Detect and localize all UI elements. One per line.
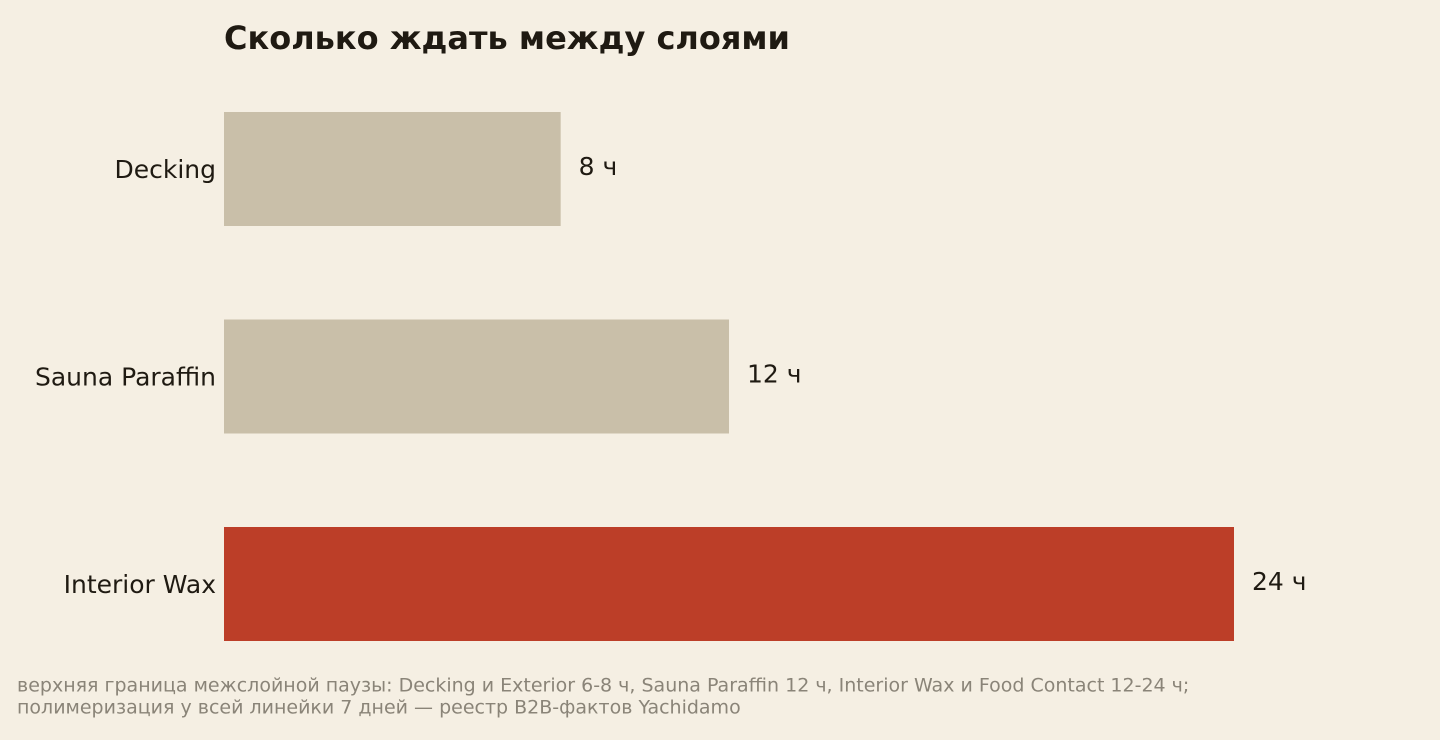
bar [224,319,729,434]
category-label: Sauna Paraffin [35,363,216,392]
category-label: Decking [114,155,216,184]
bar [224,112,561,226]
value-label: 8 ч [579,152,618,181]
value-label: 12 ч [747,360,802,389]
footnote: верхняя граница межслойной паузы: Deckin… [17,675,1189,697]
category-label: Interior Wax [64,570,216,599]
chart-title: Сколько ждать между слоями [224,19,790,57]
footnote: полимеризация у всей линейки 7 дней — ре… [17,697,741,719]
bar [224,527,1234,641]
value-label: 24 ч [1252,567,1307,596]
